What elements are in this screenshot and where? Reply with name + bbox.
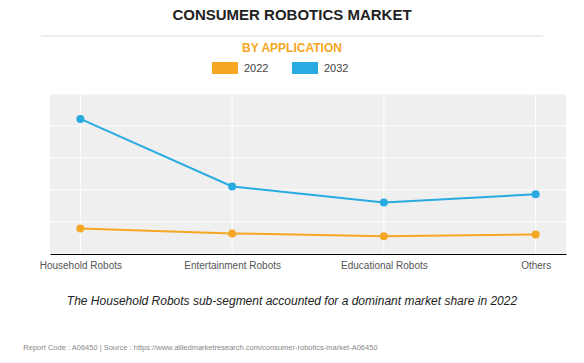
legend-swatch	[212, 62, 238, 74]
x-grid-line	[383, 94, 384, 254]
y-grid-line	[50, 190, 566, 191]
title: CONSUMER ROBOTICS MARKET	[172, 6, 411, 23]
source-line: Report Code : A06450 | Source : https://…	[23, 343, 377, 352]
series-point	[532, 230, 540, 238]
x-axis-line	[51, 254, 567, 255]
y-grid-line	[50, 254, 566, 255]
x-tick: Educational Robots	[341, 254, 428, 271]
subtitle: BY APPLICATION	[242, 41, 342, 55]
x-tick: Entertainment Robots	[184, 254, 281, 271]
x-tick: Others	[521, 254, 551, 271]
grid	[50, 94, 566, 254]
separator	[41, 36, 543, 37]
legend-item: 2032	[292, 62, 348, 74]
legend-swatch	[292, 62, 318, 74]
y-grid-line	[50, 94, 566, 95]
series-line	[80, 228, 535, 236]
plot-background	[50, 94, 566, 254]
y-grid-line	[50, 126, 566, 127]
chart: CONSUMER ROBOTICS MARKET BY APPLICATION 20…	[0, 0, 584, 363]
legend-label: 2022	[244, 62, 268, 74]
series-point	[380, 198, 388, 206]
x-tick-label: Others	[521, 260, 551, 271]
legend-item: 2022	[212, 62, 268, 74]
y-grid-line	[50, 222, 566, 223]
x-tick: Household Robots	[40, 254, 122, 271]
x-tick-label: Household Robots	[40, 260, 122, 271]
series-group	[76, 115, 539, 240]
x-axis: Household Robots Entertainment Robots Educ…	[40, 254, 567, 271]
plot-area: Household Robots Entertainment Robots Educ…	[40, 94, 567, 271]
series-line	[80, 119, 535, 203]
legend: 2022 2032	[212, 62, 348, 74]
x-tick-label: Entertainment Robots	[184, 260, 281, 271]
series-point	[228, 229, 236, 237]
series-point	[380, 232, 388, 240]
series-point	[76, 115, 84, 123]
y-grid-line	[50, 158, 566, 159]
legend-label: 2032	[324, 62, 348, 74]
series-point	[228, 182, 236, 190]
series-point	[76, 224, 84, 232]
footnote: The Household Robots sub-segment account…	[67, 294, 518, 308]
series-point	[532, 190, 540, 198]
x-tick-label: Educational Robots	[341, 260, 428, 271]
x-grid-line	[535, 94, 536, 254]
